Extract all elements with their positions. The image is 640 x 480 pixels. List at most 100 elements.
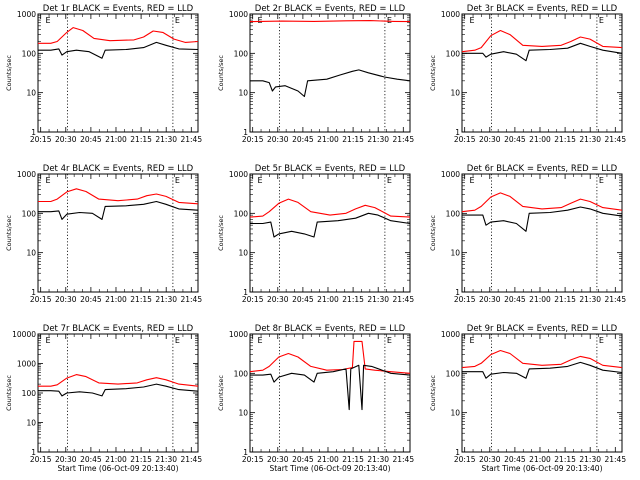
- event-marker-label: E: [387, 16, 392, 25]
- x-tick-label: 20:45: [504, 135, 526, 144]
- events-series-line: [250, 212, 411, 238]
- lld-series-line: [38, 188, 199, 205]
- x-tick-label: 20:45: [80, 455, 102, 464]
- y-tick-label: 1: [243, 288, 248, 297]
- lld-series-line: [461, 192, 623, 213]
- x-tick-label: 20:30: [479, 455, 501, 464]
- y-tick-label: 10: [26, 89, 36, 98]
- y-tick-label: 10000: [12, 330, 36, 339]
- y-tick-label: 1: [455, 448, 460, 457]
- y-tick-label: 1000: [17, 170, 36, 179]
- x-tick-label: 20:30: [55, 455, 77, 464]
- x-tick-label: 21:30: [155, 135, 177, 144]
- lld-series-line: [38, 374, 199, 387]
- detector-panel-6: Det 6r BLACK = Events, RED = LLD Counts/s…: [429, 164, 626, 304]
- event-marker-label: E: [45, 336, 50, 345]
- detector-panel-1: Det 1r BLACK = Events, RED = LLD Counts/s…: [5, 4, 202, 144]
- x-tick-label: 20:45: [504, 455, 526, 464]
- y-tick-label: 1000: [229, 330, 248, 339]
- x-tick-label: 20:30: [267, 135, 289, 144]
- x-tick-label: 20:30: [55, 135, 77, 144]
- y-axis-label: Counts/sec: [217, 215, 225, 251]
- x-tick-label: 21:15: [130, 295, 152, 304]
- detector-panel-7: Det 7r BLACK = Events, RED = LLD Counts/s…: [5, 324, 202, 473]
- y-axis-label: Counts/sec: [5, 55, 13, 91]
- lld-series-line: [461, 349, 623, 369]
- y-tick-label: 1000: [441, 170, 460, 179]
- y-tick-label: 100: [234, 49, 249, 58]
- plot-frame: [249, 173, 411, 293]
- x-tick-label: 21:15: [342, 295, 364, 304]
- y-tick-label: 1000: [17, 360, 36, 369]
- y-tick-label: 100: [446, 49, 461, 58]
- x-tick-label: 21:00: [317, 135, 339, 144]
- lld-series-line: [38, 27, 199, 44]
- x-tick-label: 21:45: [604, 455, 626, 464]
- x-tick-label: 21:30: [367, 295, 389, 304]
- event-marker-label: E: [257, 336, 262, 345]
- y-tick-label: 100: [234, 209, 249, 218]
- y-axis-label: Counts/sec: [217, 375, 225, 411]
- x-tick-label: 20:45: [292, 455, 314, 464]
- x-tick-label: 20:30: [267, 455, 289, 464]
- panel-title: Det 7r BLACK = Events, RED = LLD: [43, 324, 194, 334]
- y-tick-label: 100: [234, 369, 249, 378]
- y-tick-label: 1: [31, 288, 36, 297]
- event-marker-label: E: [387, 336, 392, 345]
- x-tick-label: 20:15: [30, 135, 52, 144]
- y-tick-label: 100: [22, 49, 37, 58]
- events-series-line: [462, 361, 623, 379]
- x-tick-label: 21:30: [579, 135, 601, 144]
- x-tick-label: 21:45: [604, 295, 626, 304]
- x-tick-label: 21:30: [579, 295, 601, 304]
- x-tick-label: 21:15: [130, 455, 152, 464]
- y-tick-label: 100: [446, 209, 461, 218]
- x-tick-label: 21:00: [529, 295, 551, 304]
- y-tick-label: 1: [31, 128, 36, 137]
- x-tick-label: 20:30: [55, 295, 77, 304]
- y-tick-label: 10: [450, 409, 460, 418]
- y-tick-label: 1000: [441, 330, 460, 339]
- y-tick-label: 10: [238, 409, 248, 418]
- x-tick-label: 21:00: [317, 295, 339, 304]
- detector-panel-9: Det 9r BLACK = Events, RED = LLD Counts/s…: [429, 324, 626, 473]
- y-tick-label: 10: [450, 249, 460, 258]
- x-tick-label: 21:45: [180, 455, 202, 464]
- detector-panel-8: Det 8r BLACK = Events, RED = LLD Counts/s…: [217, 324, 414, 473]
- x-tick-label: 21:15: [554, 135, 576, 144]
- panel-title: Det 8r BLACK = Events, RED = LLD: [255, 324, 406, 334]
- event-marker-label: E: [45, 176, 50, 185]
- x-tick-label: 21:45: [392, 455, 414, 464]
- event-marker-label: E: [387, 176, 392, 185]
- x-tick-label: 20:45: [80, 295, 102, 304]
- x-tick-label: 21:15: [342, 455, 364, 464]
- x-tick-label: 20:30: [479, 295, 501, 304]
- y-tick-label: 10: [26, 249, 36, 258]
- plot-frame: [461, 333, 623, 453]
- x-tick-label: 21:45: [604, 135, 626, 144]
- event-marker-label: E: [175, 336, 180, 345]
- x-tick-label: 21:45: [180, 135, 202, 144]
- event-marker-label: E: [599, 16, 604, 25]
- plot-frame: [461, 173, 623, 293]
- event-marker-label: E: [469, 176, 474, 185]
- events-series-line: [38, 383, 199, 397]
- x-tick-label: 21:00: [317, 455, 339, 464]
- x-tick-label: 20:45: [292, 295, 314, 304]
- plot-frame: [37, 173, 199, 293]
- event-marker-label: E: [257, 16, 262, 25]
- plot-frame: [461, 13, 623, 133]
- panel-title: Det 1r BLACK = Events, RED = LLD: [43, 4, 194, 14]
- y-tick-label: 1: [455, 288, 460, 297]
- x-tick-label: 21:00: [105, 295, 127, 304]
- lld-series-line: [461, 29, 623, 53]
- plot-frame: [249, 333, 411, 453]
- x-tick-label: 20:15: [30, 295, 52, 304]
- events-series-line: [250, 69, 411, 98]
- panel-title: Det 5r BLACK = Events, RED = LLD: [255, 164, 406, 174]
- x-tick-label: 21:15: [130, 135, 152, 144]
- y-axis-label: Counts/sec: [429, 375, 437, 411]
- x-tick-label: 21:45: [392, 295, 414, 304]
- panel-title: Det 4r BLACK = Events, RED = LLD: [43, 164, 194, 174]
- events-series-line: [38, 41, 199, 59]
